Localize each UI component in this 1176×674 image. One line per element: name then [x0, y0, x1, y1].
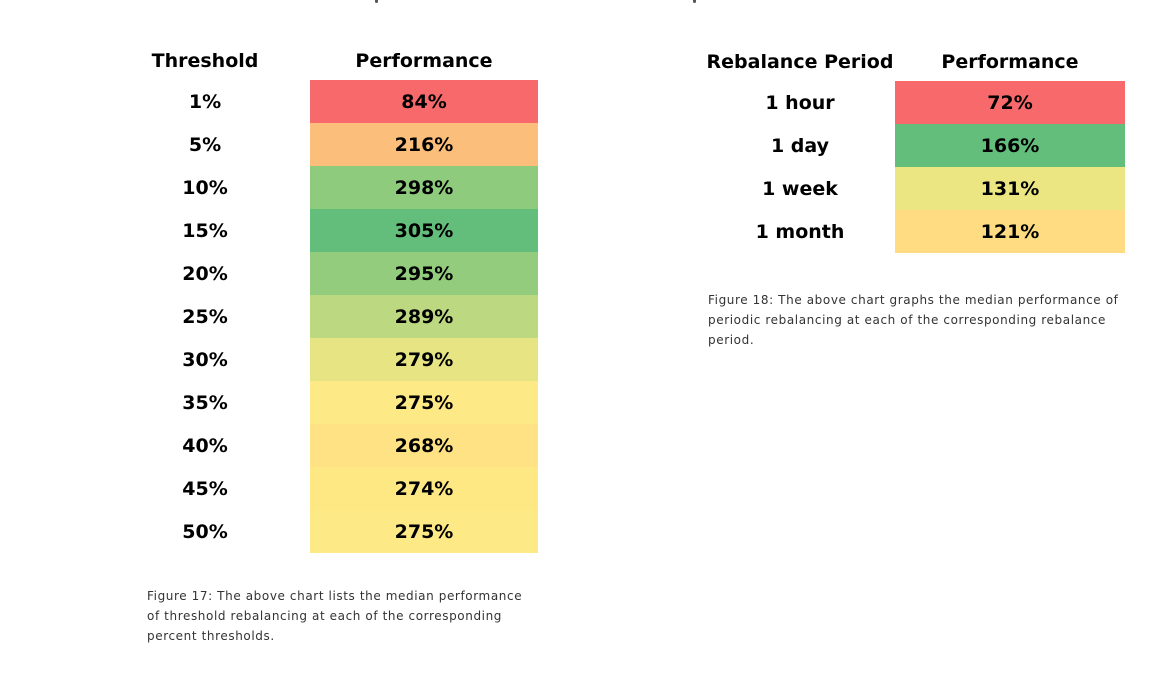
performance-value-cell: 275%	[310, 510, 538, 553]
table-row: 30% 279%	[100, 338, 538, 381]
rebalance-period-performance-table: Rebalance Period Performance 1 hour 72% 1 …	[705, 43, 1125, 253]
table-row: 40% 268%	[100, 424, 538, 467]
performance-value-cell: 166%	[895, 124, 1125, 167]
column-header-performance: Performance	[941, 51, 1079, 73]
table-row: 1 month 121%	[705, 210, 1125, 253]
row-label: 40%	[182, 434, 228, 457]
performance-value-cell: 289%	[310, 295, 538, 338]
column-header-threshold: Threshold	[151, 50, 259, 72]
row-label: 30%	[182, 348, 228, 371]
row-label: 1 month	[755, 220, 845, 243]
row-label: 15%	[182, 219, 228, 242]
row-label: 1%	[188, 90, 222, 113]
cropped-text-fragment	[375, 0, 378, 3]
table-header-row: Threshold Performance	[100, 42, 538, 80]
row-label: 35%	[182, 391, 228, 414]
table-header-row: Rebalance Period Performance	[705, 43, 1125, 81]
table-row: 1 day 166%	[705, 124, 1125, 167]
row-label: 1 week	[762, 177, 838, 200]
row-label: 5%	[188, 133, 222, 156]
performance-value-cell: 72%	[895, 81, 1125, 124]
performance-value-cell: 274%	[310, 467, 538, 510]
performance-value-cell: 305%	[310, 209, 538, 252]
performance-value-cell: 295%	[310, 252, 538, 295]
performance-value-cell: 84%	[310, 80, 538, 123]
cropped-text-fragment	[693, 0, 696, 3]
row-label: 20%	[182, 262, 228, 285]
table-row: 1 hour 72%	[705, 81, 1125, 124]
table-row: 5% 216%	[100, 123, 538, 166]
table-row: 10% 298%	[100, 166, 538, 209]
performance-value-cell: 216%	[310, 123, 538, 166]
performance-value-cell: 279%	[310, 338, 538, 381]
row-label: 10%	[182, 176, 228, 199]
performance-value-cell: 121%	[895, 210, 1125, 253]
figure-17-caption: Figure 17: The above chart lists the med…	[147, 589, 523, 643]
column-header-rebalance-period: Rebalance Period	[706, 51, 894, 73]
performance-value-cell: 131%	[895, 167, 1125, 210]
table-row: 50% 275%	[100, 510, 538, 553]
row-label: 45%	[182, 477, 228, 500]
figure-18-caption: Figure 18: The above chart graphs the me…	[708, 293, 1119, 347]
row-label: 25%	[182, 305, 228, 328]
table-row: 25% 289%	[100, 295, 538, 338]
performance-value-cell: 275%	[310, 381, 538, 424]
table-row: 1 week 131%	[705, 167, 1125, 210]
row-label: 1 hour	[765, 91, 835, 114]
threshold-performance-table: Threshold Performance 1% 84% 5% 216% 10% 298%…	[100, 42, 538, 553]
table-row: 20% 295%	[100, 252, 538, 295]
table-row: 35% 275%	[100, 381, 538, 424]
row-label: 1 day	[770, 134, 830, 157]
column-header-performance: Performance	[355, 50, 493, 72]
table-row: 15% 305%	[100, 209, 538, 252]
performance-value-cell: 298%	[310, 166, 538, 209]
table-row: 1% 84%	[100, 80, 538, 123]
row-label: 50%	[182, 520, 228, 543]
table-row: 45% 274%	[100, 467, 538, 510]
performance-value-cell: 268%	[310, 424, 538, 467]
